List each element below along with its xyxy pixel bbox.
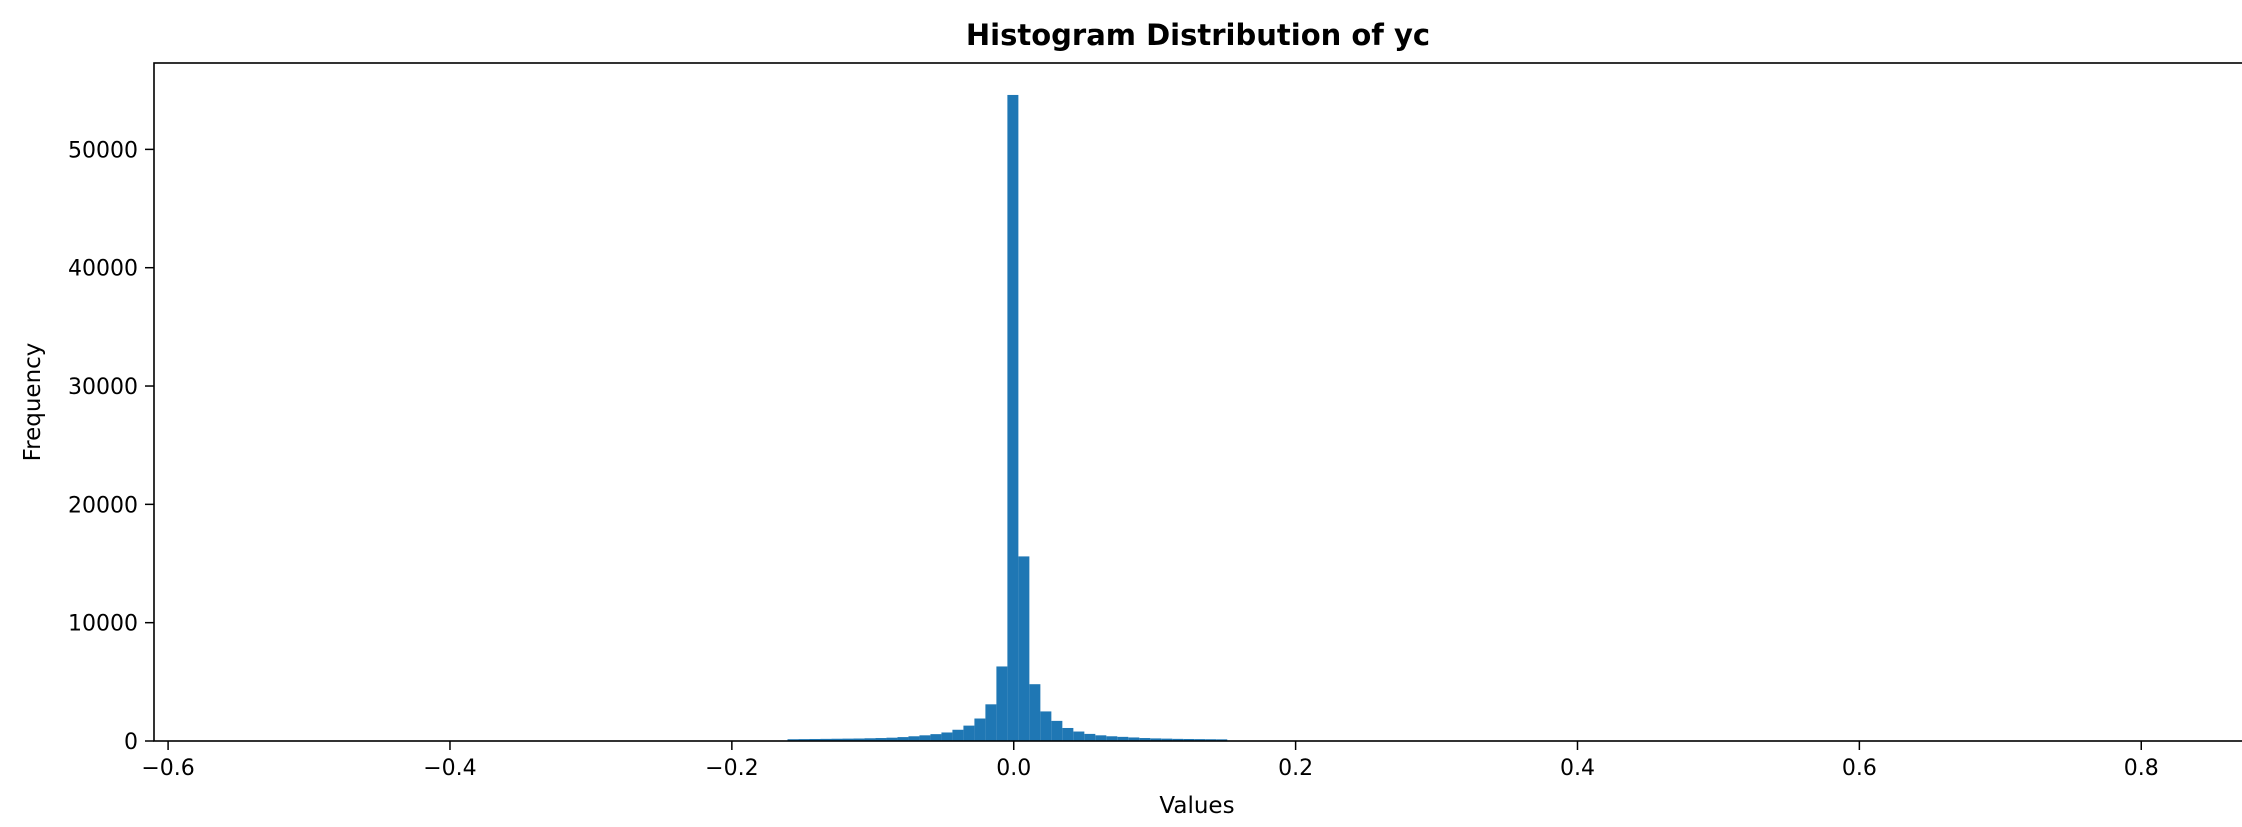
histogram-bar	[1205, 739, 1217, 741]
x-axis: −0.6 −0.4 −0.2 0.0 0.2 0.4 0.6 0.8	[141, 741, 2159, 781]
histogram-bar	[1216, 739, 1228, 741]
x-tick-label: 0.4	[1560, 756, 1595, 781]
histogram-bar	[1117, 736, 1129, 741]
histogram-bar	[886, 737, 898, 741]
histogram-bar	[1183, 738, 1195, 741]
histogram-bar	[1007, 94, 1019, 741]
histogram-bar	[1051, 720, 1063, 741]
histogram-bar	[985, 704, 997, 741]
histogram-bar	[1161, 738, 1173, 741]
histogram-bar	[1139, 738, 1151, 741]
x-tick-label: −0.4	[423, 756, 476, 781]
x-axis-label: Values	[1159, 793, 1234, 819]
histogram-bar	[1106, 736, 1118, 741]
histogram-bar	[1150, 738, 1162, 741]
histogram-bar	[842, 738, 854, 741]
histogram-bars	[787, 94, 1228, 741]
y-tick-label: 40000	[68, 257, 138, 282]
y-tick-label: 0	[124, 730, 138, 755]
x-tick-label: −0.2	[705, 756, 758, 781]
histogram-bar	[809, 738, 821, 741]
y-axis-label: Frequency	[20, 343, 46, 462]
histogram-bar	[820, 738, 832, 741]
histogram-bar	[974, 718, 986, 741]
histogram-bar	[963, 725, 975, 741]
chart-title: Histogram Distribution of yc	[966, 18, 1430, 52]
histogram-bar	[1128, 737, 1140, 741]
histogram-bar	[831, 738, 843, 741]
y-tick-label: 30000	[68, 375, 138, 400]
histogram-bar	[1084, 733, 1096, 741]
y-tick-label: 50000	[68, 138, 138, 163]
histogram-bar	[1194, 739, 1206, 741]
histogram-bar	[1172, 738, 1184, 741]
histogram-bar	[853, 738, 865, 741]
histogram-bar	[1029, 684, 1041, 741]
x-tick-label: −0.6	[141, 756, 194, 781]
x-tick-label: 0.0	[996, 756, 1031, 781]
histogram-bar	[787, 739, 799, 741]
histogram-bar	[875, 738, 887, 741]
histogram-bar	[1095, 735, 1107, 741]
histogram-bar	[1040, 711, 1052, 741]
histogram-bar	[996, 666, 1008, 741]
histogram-bar	[952, 729, 964, 741]
x-tick-label: 0.6	[1842, 756, 1877, 781]
x-tick-label: 0.8	[2124, 756, 2159, 781]
histogram-bar	[919, 735, 931, 741]
plot-area-frame	[153, 62, 2242, 742]
y-tick-label: 20000	[68, 493, 138, 518]
histogram-bar	[798, 739, 810, 741]
histogram-bar	[1073, 731, 1085, 741]
histogram-bar	[1062, 727, 1074, 741]
histogram-bar	[930, 734, 942, 741]
histogram-bar	[897, 737, 909, 741]
histogram-bar	[1018, 556, 1030, 741]
y-axis: 0 10000 20000 30000 40000 50000	[68, 138, 154, 755]
histogram-bar	[864, 738, 876, 741]
histogram-bar	[908, 736, 920, 741]
histogram-bar	[941, 732, 953, 741]
y-tick-label: 10000	[68, 612, 138, 637]
x-tick-label: 0.2	[1278, 756, 1313, 781]
